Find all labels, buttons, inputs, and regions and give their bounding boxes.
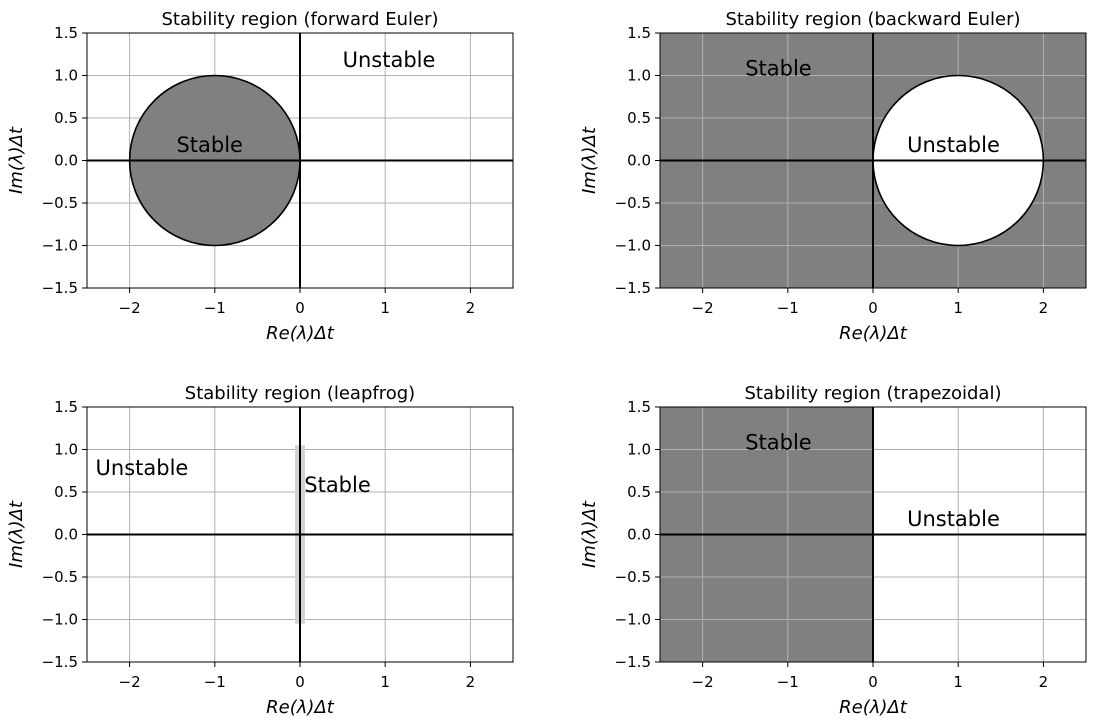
y-axis-label-suffix: Δt — [579, 126, 600, 148]
x-tick-label: 1 — [380, 299, 390, 317]
region-label-stable: Stable — [176, 133, 243, 157]
x-axis-label: Re(λ)Δt — [839, 323, 908, 344]
x-tick-label: 0 — [868, 673, 878, 691]
y-tick-label: −1.5 — [615, 279, 651, 297]
y-tick-label: 1.0 — [627, 441, 651, 459]
x-axis-label-suffix: Δt — [312, 697, 334, 718]
y-axis-label-main: Im(λ) — [579, 146, 600, 194]
y-tick-label: 0.5 — [627, 483, 651, 501]
chart-title: Stability region (trapezoidal) — [745, 383, 1002, 404]
y-tick-label: 0.0 — [627, 526, 651, 544]
x-tick-label: 0 — [868, 299, 878, 317]
y-tick-label: 1.0 — [54, 441, 78, 459]
x-axis-label: Re(λ)Δt — [266, 697, 335, 718]
x-tick-label: −2 — [692, 299, 714, 317]
y-tick-label: 0.5 — [54, 483, 78, 501]
plot-area — [660, 407, 1086, 662]
x-tick-label: 2 — [466, 673, 476, 691]
y-axis-label: Im(λ)Δt — [579, 126, 600, 194]
x-tick-label: 2 — [466, 299, 476, 317]
x-tick-label: 1 — [380, 673, 390, 691]
panel-4: Stable Unstable −2 −1 0 1 2 −1.5 −1.0 −0.5 0.0 0.5 1… — [579, 383, 1087, 718]
chart-title: Stability region (leapfrog) — [185, 383, 415, 404]
panel-3: Unstable Stable −2 −1 0 1 2 −1.5 −1.0 −0.5 0.0 0.5 1… — [6, 383, 514, 718]
x-axis-label: Re(λ)Δt — [839, 697, 908, 718]
x-tick-label: 0 — [295, 673, 305, 691]
panel-1: Stable Unstable −2 −1 0 1 2 −1.5 −1.0 −0.5 0.0 0.5 1… — [6, 9, 514, 344]
y-axis-label: Im(λ)Δt — [579, 500, 600, 568]
x-axis-label-main: Re(λ) — [839, 323, 887, 344]
x-tick-label: −2 — [692, 673, 714, 691]
y-tick-label: −0.5 — [42, 194, 78, 212]
x-axis-label-suffix: Δt — [885, 697, 907, 718]
y-tick-label: 0.0 — [54, 526, 78, 544]
region-label-stable: Stable — [745, 57, 812, 81]
y-axis-label: Im(λ)Δt — [6, 126, 27, 194]
x-tick-label: −1 — [204, 673, 226, 691]
plot-area — [87, 407, 513, 662]
x-tick-label: −2 — [119, 673, 141, 691]
y-tick-label: 1.5 — [627, 398, 651, 416]
y-axis-label: Im(λ)Δt — [6, 500, 27, 568]
plot-area — [87, 33, 513, 288]
x-tick-label: 2 — [1039, 299, 1049, 317]
y-tick-label: −1.0 — [615, 611, 651, 629]
y-tick-label: 1.5 — [54, 24, 78, 42]
x-tick-label: 1 — [953, 299, 963, 317]
y-axis-label-main: Im(λ) — [6, 520, 27, 568]
x-axis-label-suffix: Δt — [312, 323, 334, 344]
region-label-unstable: Unstable — [907, 133, 1000, 157]
x-tick-label: 2 — [1039, 673, 1049, 691]
y-tick-label: 1.5 — [627, 24, 651, 42]
x-axis-label-suffix: Δt — [885, 323, 907, 344]
x-tick-label: −1 — [777, 299, 799, 317]
y-axis-label-main: Im(λ) — [579, 520, 600, 568]
region-label-unstable: Unstable — [96, 456, 189, 480]
y-tick-label: −1.0 — [42, 611, 78, 629]
y-tick-label: −0.5 — [615, 194, 651, 212]
x-tick-label: −1 — [204, 299, 226, 317]
y-tick-label: 0.0 — [54, 152, 78, 170]
y-tick-label: 1.5 — [54, 398, 78, 416]
region-label-unstable: Unstable — [343, 48, 436, 72]
x-axis-label: Re(λ)Δt — [266, 323, 335, 344]
y-tick-label: 1.0 — [54, 67, 78, 85]
y-tick-label: 0.5 — [627, 109, 651, 127]
x-axis-label-main: Re(λ) — [266, 323, 314, 344]
x-tick-label: −1 — [777, 673, 799, 691]
region-label-unstable: Unstable — [907, 507, 1000, 531]
x-tick-label: 1 — [953, 673, 963, 691]
y-tick-label: −1.0 — [42, 237, 78, 255]
chart-title: Stability region (forward Euler) — [161, 9, 438, 30]
panel-2: Stable Unstable −2 −1 0 1 2 −1.5 −1.0 −0.5 0.0 0.5 1… — [579, 9, 1087, 344]
y-tick-label: −1.5 — [42, 653, 78, 671]
y-tick-label: −0.5 — [615, 568, 651, 586]
y-tick-label: −1.5 — [42, 279, 78, 297]
y-tick-label: 0.5 — [54, 109, 78, 127]
y-tick-label: −1.0 — [615, 237, 651, 255]
x-axis-label-main: Re(λ) — [839, 697, 887, 718]
region-label-stable: Stable — [745, 431, 812, 455]
y-tick-label: 1.0 — [627, 67, 651, 85]
plot-area — [660, 33, 1086, 288]
y-axis-label-suffix: Δt — [6, 500, 27, 522]
x-tick-label: 0 — [295, 299, 305, 317]
x-tick-label: −2 — [119, 299, 141, 317]
x-axis-label-main: Re(λ) — [266, 697, 314, 718]
y-axis-label-main: Im(λ) — [6, 146, 27, 194]
chart-title: Stability region (backward Euler) — [725, 9, 1020, 30]
y-tick-label: −1.5 — [615, 653, 651, 671]
y-axis-label-suffix: Δt — [6, 126, 27, 148]
region-label-stable: Stable — [304, 473, 371, 497]
y-tick-label: 0.0 — [627, 152, 651, 170]
y-axis-label-suffix: Δt — [579, 500, 600, 522]
y-tick-label: −0.5 — [42, 568, 78, 586]
